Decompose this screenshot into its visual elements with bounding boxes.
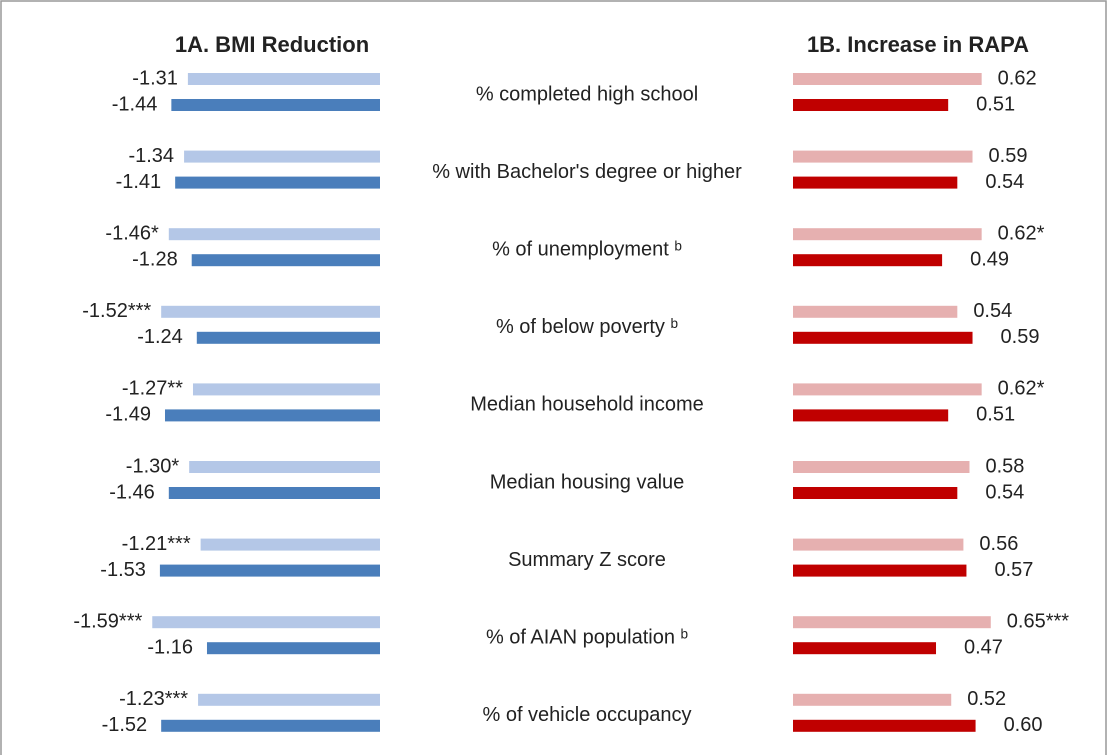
bar bbox=[793, 254, 943, 267]
value-label: 0.62 bbox=[998, 67, 1037, 89]
bar bbox=[198, 693, 380, 706]
value-label: 0.54 bbox=[985, 171, 1024, 193]
bar bbox=[196, 331, 380, 344]
bar bbox=[175, 176, 380, 189]
bar bbox=[793, 383, 982, 396]
value-label: -1.34 bbox=[128, 145, 174, 167]
value-label: -1.23*** bbox=[119, 688, 188, 710]
bar bbox=[793, 305, 958, 318]
value-label: 0.59 bbox=[989, 145, 1028, 167]
value-label: 0.59 bbox=[1001, 326, 1040, 348]
category-label: Median housing value bbox=[490, 471, 685, 493]
bar bbox=[164, 409, 380, 422]
bar bbox=[793, 616, 991, 629]
category-label: % of vehicle occupancy bbox=[482, 704, 691, 726]
value-label: -1.52 bbox=[102, 714, 148, 736]
bar bbox=[793, 73, 982, 85]
bar bbox=[171, 99, 380, 111]
bar bbox=[206, 642, 380, 655]
panel-title: 1B. Increase in RAPA bbox=[807, 32, 1029, 57]
bar bbox=[793, 719, 976, 732]
value-label: -1.28 bbox=[132, 248, 178, 270]
bar bbox=[161, 305, 380, 318]
value-label: -1.44 bbox=[112, 93, 158, 115]
value-label: 0.62* bbox=[998, 222, 1045, 244]
category-label: Median household income bbox=[470, 394, 704, 416]
bar bbox=[152, 616, 380, 629]
panel-title: 1A. BMI Reduction bbox=[175, 32, 369, 57]
bar bbox=[793, 409, 949, 422]
value-label: -1.21*** bbox=[122, 533, 191, 555]
value-label: 0.58 bbox=[985, 455, 1024, 477]
bar bbox=[191, 254, 380, 267]
bar bbox=[159, 564, 380, 577]
value-label: -1.52*** bbox=[82, 300, 151, 322]
category-label: % of below poverty ᵇ bbox=[496, 316, 678, 338]
value-label: 0.54 bbox=[985, 481, 1024, 503]
category-label: % with Bachelor's degree or higher bbox=[432, 161, 742, 183]
category-label: % of AIAN population ᵇ bbox=[486, 626, 688, 648]
value-label: -1.24 bbox=[137, 326, 183, 348]
bar bbox=[168, 487, 380, 499]
value-label: -1.41 bbox=[116, 171, 162, 193]
bar bbox=[793, 176, 958, 189]
value-label: 0.62* bbox=[998, 378, 1045, 400]
bar bbox=[793, 538, 964, 551]
bar bbox=[793, 99, 949, 111]
bar bbox=[793, 564, 967, 577]
value-label: -1.16 bbox=[147, 636, 193, 658]
bar bbox=[187, 73, 380, 85]
value-label: -1.31 bbox=[132, 67, 178, 89]
value-label: -1.59*** bbox=[73, 610, 142, 632]
bar bbox=[793, 331, 973, 344]
value-label: 0.54 bbox=[973, 300, 1012, 322]
value-label: 0.65*** bbox=[1007, 610, 1069, 632]
bar bbox=[161, 719, 380, 732]
value-label: 0.52 bbox=[967, 688, 1006, 710]
value-label: -1.46 bbox=[109, 481, 155, 503]
value-label: -1.30* bbox=[126, 455, 180, 477]
value-label: 0.49 bbox=[970, 248, 1009, 270]
value-label: 0.60 bbox=[1004, 714, 1043, 736]
value-label: -1.46* bbox=[105, 222, 159, 244]
value-label: 0.51 bbox=[976, 93, 1015, 115]
bar bbox=[793, 642, 937, 655]
value-label: -1.49 bbox=[105, 404, 151, 426]
value-label: 0.51 bbox=[976, 404, 1015, 426]
bar bbox=[189, 461, 380, 473]
bar bbox=[192, 383, 380, 396]
bar bbox=[793, 228, 982, 241]
value-label: 0.56 bbox=[979, 533, 1018, 555]
bar bbox=[793, 461, 970, 473]
value-label: -1.53 bbox=[100, 559, 146, 581]
value-label: 0.47 bbox=[964, 636, 1003, 658]
category-label: % of unemployment ᵇ bbox=[492, 238, 682, 260]
bar bbox=[184, 150, 380, 163]
bar bbox=[793, 487, 958, 499]
category-label: % completed high school bbox=[476, 83, 698, 105]
value-label: 0.57 bbox=[994, 559, 1033, 581]
category-label: Summary Z score bbox=[508, 549, 666, 571]
bar bbox=[793, 150, 973, 163]
bar bbox=[200, 538, 380, 551]
bar bbox=[168, 228, 380, 241]
bar bbox=[793, 693, 952, 706]
value-label: -1.27** bbox=[122, 378, 183, 400]
